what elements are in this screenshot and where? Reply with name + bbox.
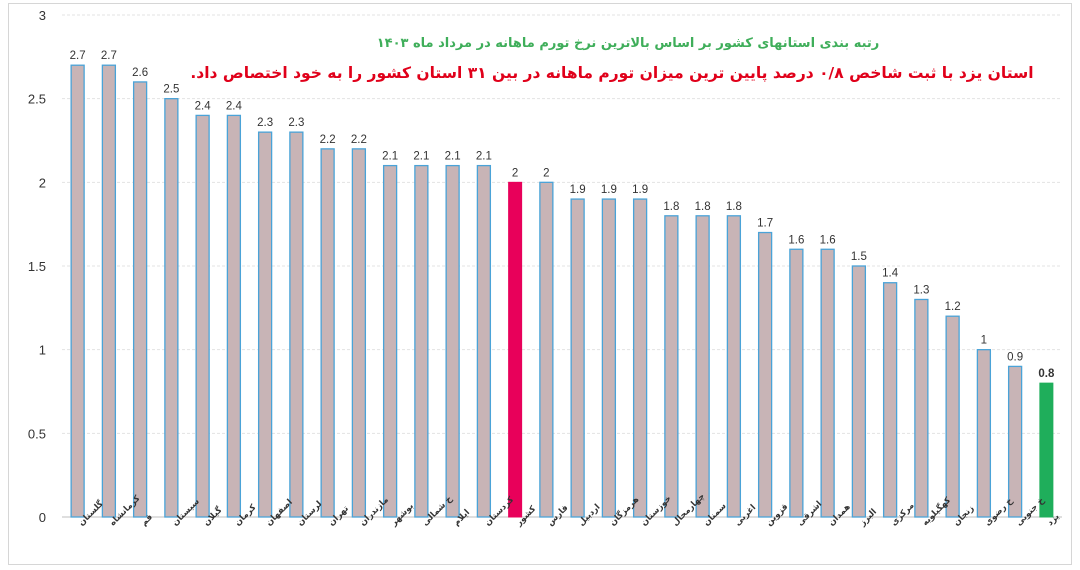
bar xyxy=(851,265,867,518)
y-tick-label: 1 xyxy=(39,343,46,358)
bar xyxy=(70,64,85,518)
bar xyxy=(257,131,273,518)
data-label: 1.8 xyxy=(663,201,679,213)
bar xyxy=(632,198,648,518)
y-tick-label: 0 xyxy=(39,510,46,525)
bar xyxy=(164,98,179,518)
bar xyxy=(132,81,148,518)
bar xyxy=(976,349,992,518)
bar xyxy=(476,164,492,518)
y-tick-label: 0.5 xyxy=(28,426,46,441)
bar xyxy=(195,114,210,518)
bar xyxy=(664,215,679,518)
y-tick-label: 2.5 xyxy=(28,92,46,107)
data-label: 1.8 xyxy=(726,201,742,213)
data-label: 2.2 xyxy=(351,134,367,146)
data-label: 1.6 xyxy=(788,234,804,246)
bar xyxy=(601,198,617,518)
data-label: 1 xyxy=(981,335,987,347)
bar xyxy=(726,215,742,518)
data-label: 1.3 xyxy=(913,284,929,296)
data-label: 2.4 xyxy=(195,100,212,112)
data-label: 1.9 xyxy=(632,184,648,196)
bar xyxy=(101,64,117,518)
y-tick-label: 3 xyxy=(39,8,46,23)
data-label: 2 xyxy=(512,167,518,179)
bar xyxy=(351,148,367,518)
data-label: 1.6 xyxy=(820,234,836,246)
data-label: 1.4 xyxy=(882,268,899,280)
bar xyxy=(1007,365,1023,518)
bar xyxy=(226,114,242,518)
data-label: 2.5 xyxy=(163,84,179,96)
chart-subtitle: استان یزد با ثبت شاخص ۰/۸ درصد پایین تری… xyxy=(190,64,1033,83)
data-label: 1.9 xyxy=(601,184,617,196)
bar xyxy=(757,231,773,518)
data-label: 2.1 xyxy=(382,151,398,163)
data-label: 2.1 xyxy=(445,151,461,163)
bar xyxy=(289,131,304,518)
bar xyxy=(945,315,960,518)
data-label: 2.4 xyxy=(226,100,243,112)
data-label: 1.8 xyxy=(695,201,711,213)
bar xyxy=(414,164,429,518)
bar xyxy=(882,282,898,518)
data-label: 0.8 xyxy=(1038,368,1055,380)
data-label: 1.9 xyxy=(570,184,586,196)
bar xyxy=(570,198,585,518)
data-label: 2.3 xyxy=(257,117,273,129)
y-tick-label: 2 xyxy=(39,175,46,190)
bar xyxy=(695,215,710,518)
data-label: 2.6 xyxy=(132,67,148,79)
data-label: 2.2 xyxy=(320,134,336,146)
data-label: 2.7 xyxy=(101,50,117,62)
y-tick-label: 1.5 xyxy=(28,259,46,274)
bar xyxy=(508,181,523,518)
bar xyxy=(445,164,460,518)
chart-title: رتبه بندی استانهای کشور بر اساس بالاترین… xyxy=(377,36,880,51)
data-label: 2.1 xyxy=(413,151,429,163)
data-label: 1.7 xyxy=(757,218,773,230)
bar xyxy=(789,248,804,518)
data-label: 2.3 xyxy=(288,117,304,129)
data-label: 1.2 xyxy=(945,301,961,313)
bar xyxy=(320,148,335,518)
data-label: 2.1 xyxy=(476,151,492,163)
bar xyxy=(382,164,398,518)
data-label: 0.9 xyxy=(1007,351,1023,363)
data-label: 1.5 xyxy=(851,251,867,263)
chart-frame xyxy=(8,3,1072,565)
bar xyxy=(914,298,929,518)
data-label: 2.7 xyxy=(70,50,86,62)
bar xyxy=(1039,382,1054,518)
bar xyxy=(539,181,554,518)
data-label: 2 xyxy=(543,167,549,179)
bar xyxy=(820,248,835,518)
